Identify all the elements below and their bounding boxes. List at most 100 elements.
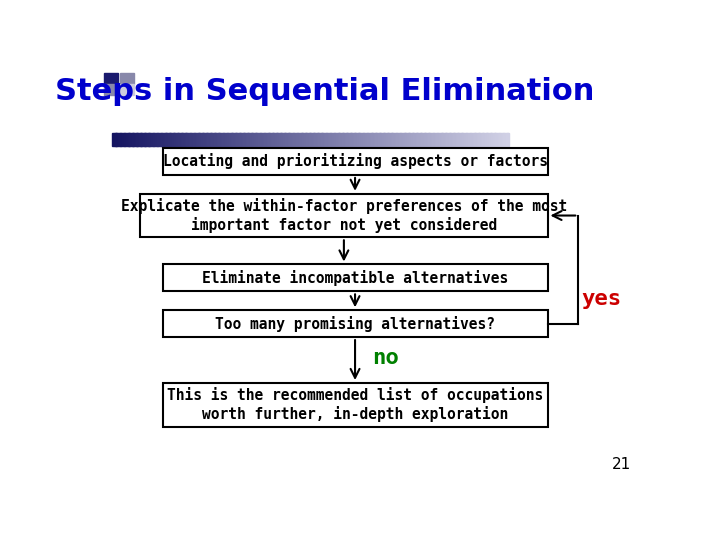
Bar xyxy=(199,133,202,146)
Bar xyxy=(383,133,385,146)
Bar xyxy=(419,133,420,146)
Bar xyxy=(190,133,192,146)
Bar xyxy=(158,133,161,146)
Bar xyxy=(143,133,145,146)
Bar xyxy=(378,133,379,146)
Bar xyxy=(172,133,174,146)
Bar xyxy=(196,133,197,146)
Bar xyxy=(294,133,297,146)
Bar xyxy=(380,133,382,146)
Bar xyxy=(475,133,477,146)
Bar xyxy=(171,133,172,146)
Bar xyxy=(330,133,332,146)
Bar xyxy=(305,133,307,146)
Bar xyxy=(472,133,474,146)
Bar xyxy=(274,133,275,146)
Bar xyxy=(207,133,210,146)
Bar xyxy=(436,133,438,146)
Bar xyxy=(104,73,118,84)
Bar xyxy=(350,133,352,146)
Bar xyxy=(486,133,488,146)
Bar xyxy=(473,133,474,146)
Bar xyxy=(507,133,509,146)
Bar xyxy=(248,133,251,146)
Bar xyxy=(152,133,154,146)
Bar xyxy=(413,133,415,146)
Bar xyxy=(315,133,316,146)
Bar xyxy=(283,133,284,146)
Bar xyxy=(145,133,147,146)
Bar xyxy=(266,133,267,146)
Bar xyxy=(448,133,449,146)
Bar xyxy=(358,133,360,146)
Bar xyxy=(131,133,132,146)
Bar xyxy=(345,133,346,146)
Bar xyxy=(457,133,459,146)
Bar xyxy=(233,133,235,146)
Bar xyxy=(148,133,150,146)
Bar xyxy=(391,133,393,146)
Bar xyxy=(355,133,357,146)
Bar xyxy=(264,133,266,146)
Bar xyxy=(184,133,186,146)
Bar xyxy=(410,133,411,146)
Bar xyxy=(115,133,117,146)
Bar xyxy=(150,133,153,146)
Bar xyxy=(384,133,386,146)
Bar xyxy=(287,133,289,146)
Bar xyxy=(230,133,232,146)
Bar xyxy=(225,133,227,146)
Bar xyxy=(491,133,493,146)
FancyBboxPatch shape xyxy=(140,194,547,238)
Text: Too many promising alternatives?: Too many promising alternatives? xyxy=(215,316,495,332)
Bar xyxy=(407,133,409,146)
Bar xyxy=(477,133,479,146)
Bar xyxy=(307,133,308,146)
Bar xyxy=(487,133,490,146)
Bar xyxy=(478,133,480,146)
Bar xyxy=(180,133,181,146)
Bar xyxy=(291,133,292,146)
Bar xyxy=(293,133,295,146)
Bar xyxy=(361,133,362,146)
Bar xyxy=(443,133,444,146)
Bar xyxy=(500,133,503,146)
Bar xyxy=(446,133,449,146)
Bar xyxy=(432,133,433,146)
Bar xyxy=(428,133,430,146)
Bar xyxy=(204,133,205,146)
Text: 21: 21 xyxy=(612,457,631,472)
Bar xyxy=(372,133,374,146)
Bar xyxy=(396,133,398,146)
Bar xyxy=(405,133,408,146)
Text: Eliminate incompatible alternatives: Eliminate incompatible alternatives xyxy=(202,270,508,286)
Bar xyxy=(321,133,323,146)
Bar xyxy=(388,133,390,146)
Bar xyxy=(382,133,384,146)
Bar xyxy=(231,133,233,146)
Bar xyxy=(315,133,318,146)
Bar xyxy=(462,133,464,146)
Bar xyxy=(390,133,392,146)
Bar xyxy=(194,133,196,146)
FancyBboxPatch shape xyxy=(163,310,547,337)
Bar xyxy=(426,133,427,146)
Bar xyxy=(193,133,194,146)
Bar xyxy=(181,133,183,146)
Bar xyxy=(119,133,121,146)
Bar xyxy=(326,133,328,146)
Bar xyxy=(267,133,269,146)
Bar xyxy=(214,133,216,146)
Bar xyxy=(408,133,410,146)
Bar xyxy=(435,133,436,146)
Bar xyxy=(506,133,508,146)
Bar xyxy=(280,133,282,146)
Bar xyxy=(228,133,230,146)
Bar xyxy=(132,133,134,146)
Bar xyxy=(363,133,365,146)
Bar xyxy=(343,133,346,146)
Bar xyxy=(454,133,456,146)
Bar xyxy=(189,133,191,146)
Bar xyxy=(489,133,490,146)
Bar xyxy=(261,133,264,146)
